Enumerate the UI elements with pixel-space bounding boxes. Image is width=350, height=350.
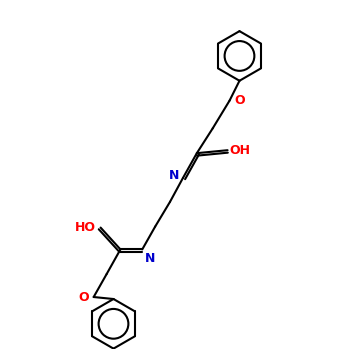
Text: N: N: [145, 252, 156, 265]
Text: HO: HO: [75, 221, 96, 234]
Text: N: N: [169, 169, 179, 182]
Text: O: O: [78, 290, 89, 303]
Text: O: O: [234, 94, 245, 107]
Text: OH: OH: [230, 144, 251, 157]
